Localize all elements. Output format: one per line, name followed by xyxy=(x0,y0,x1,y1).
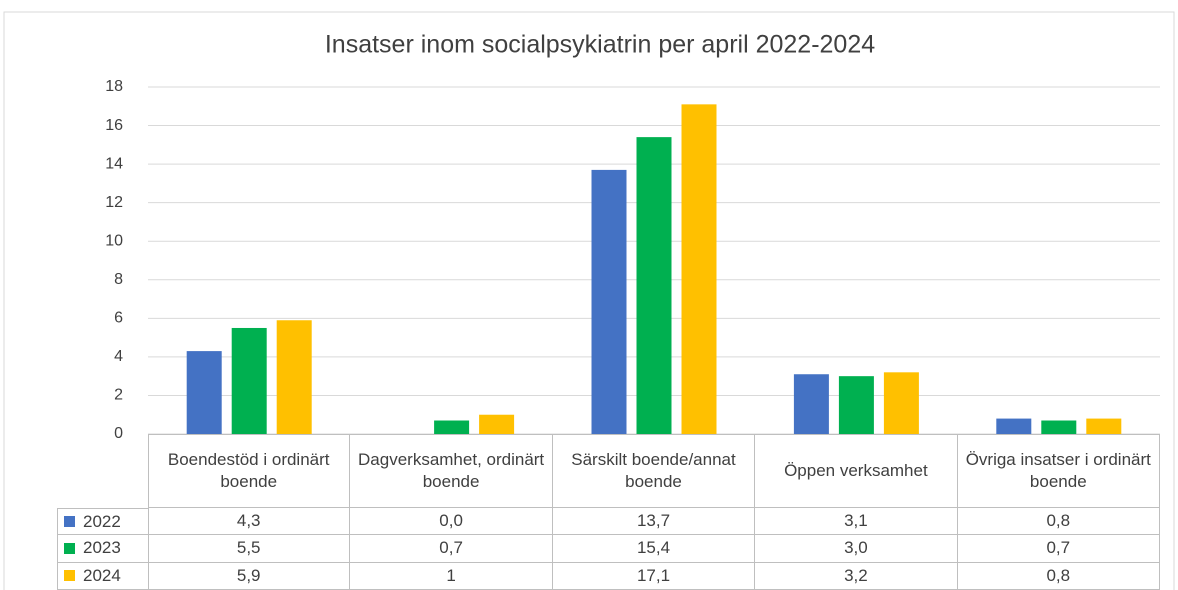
legend-swatch xyxy=(64,542,75,554)
y-tick-label: 16 xyxy=(105,117,123,134)
chart-title: Insatser inom socialpsykiatrin per april… xyxy=(325,31,875,59)
category-header: Boendestöd i ordinärt boende xyxy=(148,434,351,508)
bar xyxy=(276,320,312,434)
bar xyxy=(1041,420,1077,434)
category-header: Dagverksamhet, ordinärt boende xyxy=(350,434,553,508)
value-label: 0,7 xyxy=(350,535,553,563)
bar xyxy=(1086,418,1122,434)
value-label: 13,7 xyxy=(552,508,756,536)
value-label: 0,0 xyxy=(350,508,553,536)
value-label: 5,5 xyxy=(148,535,351,563)
y-tick-label: 6 xyxy=(114,310,123,327)
bar xyxy=(434,420,470,434)
value-label: 4,3 xyxy=(148,508,351,536)
y-tick-label: 12 xyxy=(105,194,123,211)
value-label: 3,0 xyxy=(755,535,958,563)
y-tick-label: 2 xyxy=(114,387,123,404)
bar xyxy=(479,414,515,434)
table-border xyxy=(148,434,149,508)
legend-swatch xyxy=(64,570,75,582)
y-tick-label: 4 xyxy=(114,348,123,365)
category-header: Särskilt boende/annat boende xyxy=(552,434,756,508)
bar xyxy=(231,327,267,434)
bar xyxy=(636,137,672,434)
legend-cell: 2022 xyxy=(57,508,149,536)
y-tick-label: 14 xyxy=(105,155,123,172)
value-label: 1 xyxy=(350,562,553,590)
bar xyxy=(793,374,829,434)
y-tick-label: 0 xyxy=(114,425,123,442)
bar xyxy=(591,169,627,434)
value-label: 3,1 xyxy=(755,508,958,536)
bar xyxy=(186,351,222,434)
category-header: Övriga insatser i ordinärt boende xyxy=(957,434,1160,508)
bar xyxy=(883,372,919,434)
y-tick-label: 18 xyxy=(105,78,123,95)
legend-label: 2023 xyxy=(83,538,121,558)
bar xyxy=(681,104,717,434)
category-header: Öppen verksamhet xyxy=(755,434,958,508)
value-label: 0,8 xyxy=(957,508,1160,536)
bar xyxy=(838,376,874,434)
legend-cell: 2023 xyxy=(57,535,149,563)
legend-label: 2022 xyxy=(83,511,121,531)
value-label: 15,4 xyxy=(552,535,756,563)
frame xyxy=(3,11,1175,590)
bar xyxy=(996,418,1032,434)
value-label: 3,2 xyxy=(755,562,958,590)
y-tick-label: 10 xyxy=(105,232,123,249)
y-tick-label: 8 xyxy=(114,271,123,288)
value-label: 0,8 xyxy=(957,562,1160,590)
value-label: 17,1 xyxy=(552,562,756,590)
legend-cell: 2024 xyxy=(57,562,149,590)
value-label: 5,9 xyxy=(148,562,351,590)
legend-label: 2024 xyxy=(83,565,121,585)
value-label: 0,7 xyxy=(957,535,1160,563)
legend-swatch xyxy=(64,516,75,528)
